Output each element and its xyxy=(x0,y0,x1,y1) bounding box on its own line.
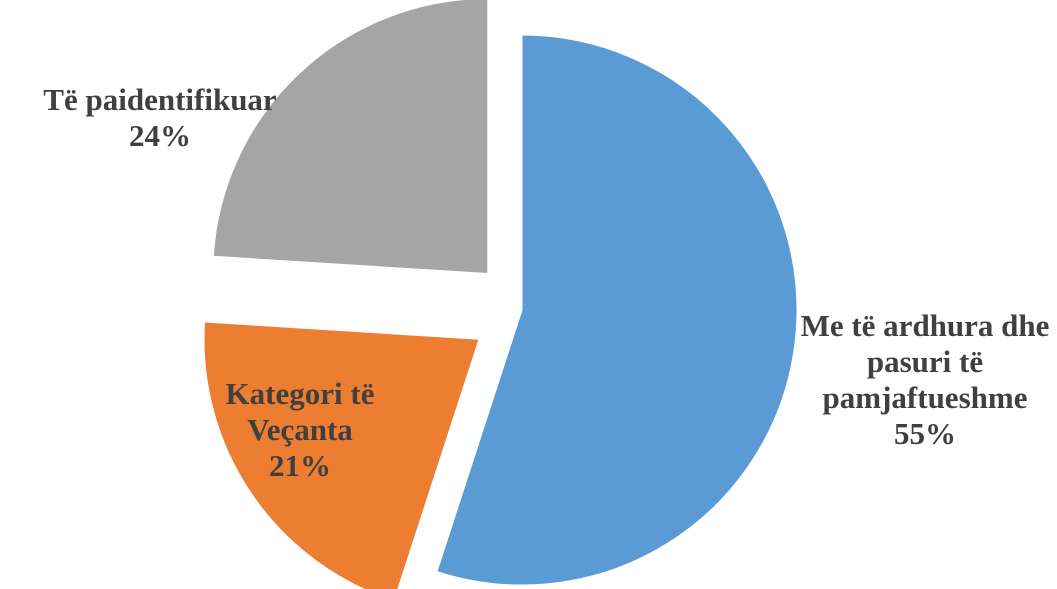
pie-slice xyxy=(436,34,798,586)
value-label: 21% xyxy=(269,448,331,483)
data-label: Kategori të Veçanta 21% xyxy=(190,376,410,484)
category-label: Kategori të Veçanta xyxy=(225,376,375,447)
pie-slice xyxy=(203,321,480,589)
category-label: Me të ardhura dhe pasuri të pamjaftueshm… xyxy=(800,308,1050,415)
data-label: Me të ardhura dhe pasuri të pamjaftueshm… xyxy=(795,308,1055,452)
value-label: 24% xyxy=(129,118,191,153)
category-label: Të paidentifikuar xyxy=(43,82,277,117)
value-label: 55% xyxy=(894,416,956,451)
data-label: Të paidentifikuar 24% xyxy=(0,82,320,154)
pie-slice xyxy=(212,0,489,275)
